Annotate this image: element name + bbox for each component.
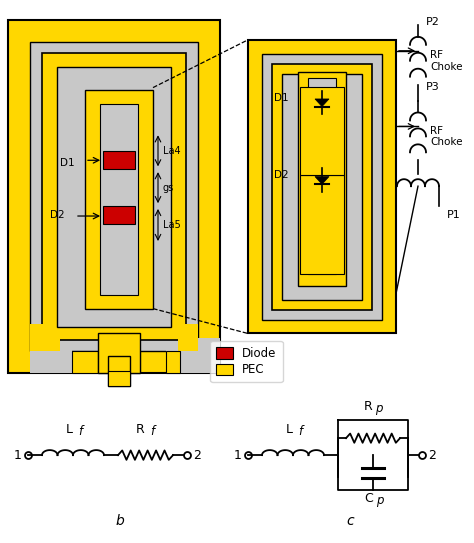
Text: 2: 2 [193,449,201,462]
Text: f: f [78,425,82,438]
Polygon shape [315,99,329,106]
Text: D2: D2 [274,170,289,180]
Bar [300,86,344,175]
Text: f: f [298,425,302,438]
Bar [30,338,72,374]
Text: R: R [136,423,145,436]
Bar [72,351,98,374]
Bar [42,53,186,340]
Text: p: p [376,494,384,507]
Polygon shape [315,176,329,184]
Bar [272,64,372,310]
Text: La4: La4 [163,146,181,156]
Text: R: R [364,400,373,413]
Bar [298,72,346,286]
Text: C: C [365,492,374,505]
Bar [85,90,153,308]
Bar [248,40,396,333]
Bar [103,206,135,224]
Bar [8,20,220,374]
Bar [166,338,220,374]
Bar [30,42,198,351]
Text: 2: 2 [428,449,436,462]
Text: p: p [375,402,383,415]
Text: f: f [150,425,155,438]
Bar [98,333,140,374]
Text: b: b [116,514,124,528]
Bar [300,175,344,274]
Text: L: L [65,423,73,436]
Text: RF
Choke: RF Choke [430,50,463,72]
Bar [178,324,198,351]
Bar [282,74,362,300]
Text: D2: D2 [50,210,64,220]
Legend: Diode, PEC: Diode, PEC [210,341,283,382]
Bar [108,356,130,386]
Text: P3: P3 [426,81,440,92]
Bar [100,104,138,295]
Bar [166,351,180,374]
Text: a: a [116,371,124,386]
Bar [108,371,130,386]
Bar [308,78,336,274]
Text: L: L [285,423,292,436]
Bar [262,54,382,319]
Text: D1: D1 [274,92,289,103]
Text: 1: 1 [234,449,242,462]
Text: D1: D1 [60,158,74,168]
Bar [98,351,140,374]
Text: RF
Choke: RF Choke [430,125,463,147]
Bar [57,67,171,326]
Bar [30,324,60,351]
Text: gs: gs [163,183,174,193]
Text: La5: La5 [163,220,181,230]
Bar [103,151,135,169]
Text: 1: 1 [14,449,22,462]
Text: P2: P2 [426,17,440,27]
Text: c: c [346,514,354,528]
Text: P1: P1 [447,210,461,220]
